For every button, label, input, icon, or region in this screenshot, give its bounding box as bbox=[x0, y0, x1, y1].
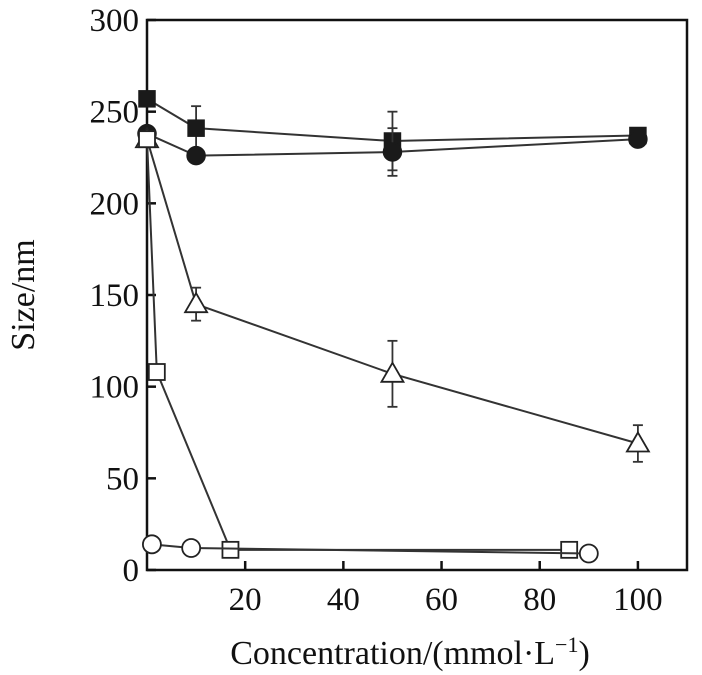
y-tick-label: 300 bbox=[90, 3, 140, 39]
x-axis-title: Concentration/(mmol·L−1) bbox=[230, 632, 590, 673]
series-layer bbox=[134, 90, 651, 564]
data-point-triangle bbox=[379, 361, 406, 383]
data-point-square bbox=[221, 540, 240, 559]
x-tick-label: 40 bbox=[327, 582, 360, 618]
data-point-square bbox=[560, 540, 579, 559]
series-line bbox=[146, 139, 570, 551]
data-point-square bbox=[138, 130, 156, 149]
y-tick-label: 100 bbox=[90, 370, 140, 406]
y-tick-label: 150 bbox=[90, 278, 140, 314]
plot-frame bbox=[145, 18, 689, 572]
data-point-circle bbox=[578, 543, 599, 564]
series-open-square bbox=[138, 130, 579, 559]
y-tick-label: 0 bbox=[123, 553, 140, 589]
data-point-square bbox=[187, 119, 205, 137]
x-tick-label: 60 bbox=[425, 582, 458, 618]
data-point-circle bbox=[142, 534, 162, 555]
x-tick-label: 80 bbox=[523, 582, 556, 618]
x-axis-title-superscript: −1 bbox=[555, 632, 578, 657]
data-point-square bbox=[147, 363, 166, 381]
x-tick-label: 100 bbox=[613, 582, 663, 618]
y-tick-label: 50 bbox=[106, 461, 139, 497]
x-tick-label: 20 bbox=[229, 582, 262, 618]
x-axis-title-close: ) bbox=[578, 635, 589, 672]
y-axis-title: Size/nm bbox=[5, 239, 42, 350]
y-tick-label: 250 bbox=[90, 95, 140, 131]
data-point-circle bbox=[181, 538, 202, 558]
series-line bbox=[146, 97, 638, 143]
data-point-circle bbox=[186, 145, 206, 166]
x-axis-title-main: Concentration/(mmol·L bbox=[230, 635, 555, 672]
axis-ticks: 0 50 100 150 200 250 300 20 40 60 80 100 bbox=[90, 3, 663, 618]
series-line bbox=[146, 132, 638, 157]
data-point-triangle bbox=[183, 291, 209, 314]
series-open-triangle bbox=[134, 126, 651, 463]
series-line bbox=[146, 138, 639, 445]
data-point-triangle bbox=[625, 430, 651, 453]
y-tick-label: 200 bbox=[90, 186, 140, 222]
data-point-square bbox=[138, 90, 156, 108]
series-open-circle bbox=[142, 534, 599, 564]
data-point-circle bbox=[628, 129, 648, 149]
series-filled-circle bbox=[137, 123, 648, 177]
data-point-circle bbox=[382, 142, 403, 162]
